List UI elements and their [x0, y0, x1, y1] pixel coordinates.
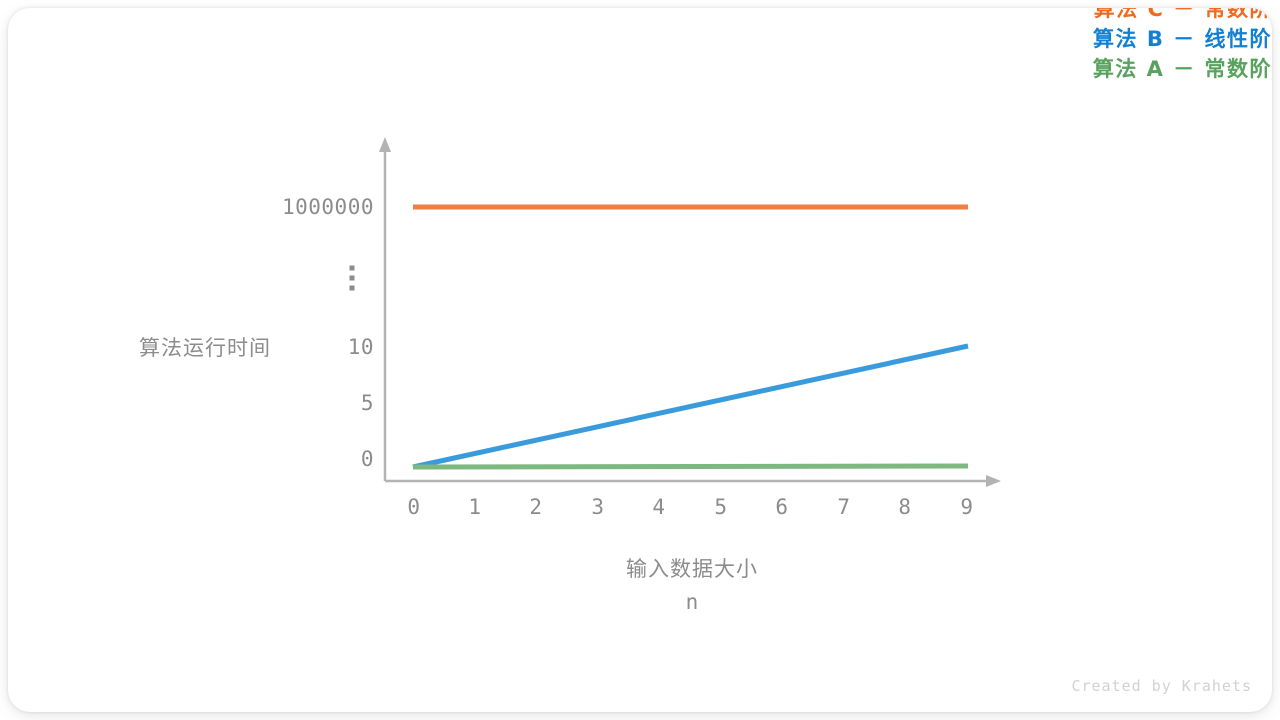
- x-tick-label-0: 0: [407, 495, 421, 519]
- chart-card: 1000000 10 5 0 算法运行时间 0 1 2 3 4 5 6 7 8 …: [8, 8, 1272, 712]
- y-axis-title: 算法运行时间: [139, 336, 271, 360]
- x-tick-label-6: 6: [775, 495, 789, 519]
- series-line-a: [412, 463, 969, 470]
- legend-label-series-b: 算法 B － 线性阶: [1093, 27, 1272, 51]
- x-tick-label-7: 7: [837, 495, 851, 519]
- x-axis-title-variable: n: [685, 590, 699, 614]
- y-tick-label-1000000: 1000000: [281, 195, 374, 219]
- watermark-credit: Created by Krahets: [1071, 677, 1252, 695]
- y-tick-label-0: 0: [360, 447, 374, 471]
- x-tick-label-4: 4: [652, 495, 666, 519]
- chart-svg: [379, 137, 1001, 487]
- x-tick-label-2: 2: [529, 495, 543, 519]
- y-tick-label-10: 10: [347, 335, 374, 359]
- x-tick-label-8: 8: [898, 495, 912, 519]
- x-tick-label-3: 3: [591, 495, 605, 519]
- chart-plot-area: 1000000 10 5 0 算法运行时间 0 1 2 3 4 5 6 7 8 …: [8, 8, 1272, 712]
- x-tick-label-5: 5: [714, 495, 728, 519]
- x-tick-label-1: 1: [468, 495, 482, 519]
- x-tick-label-9: 9: [960, 495, 974, 519]
- x-axis-title: 输入数据大小: [626, 557, 758, 581]
- series-line-b: [412, 343, 969, 470]
- x-axis-arrowhead: [986, 475, 1001, 487]
- legend-label-series-a: 算法 A － 常数阶: [1092, 57, 1272, 81]
- y-tick-label-5: 5: [360, 391, 374, 415]
- legend-label-series-c: 算法 C － 常数阶: [1093, 8, 1272, 21]
- y-tick-ellipsis-icon: [349, 265, 355, 291]
- y-axis-arrowhead: [379, 137, 391, 152]
